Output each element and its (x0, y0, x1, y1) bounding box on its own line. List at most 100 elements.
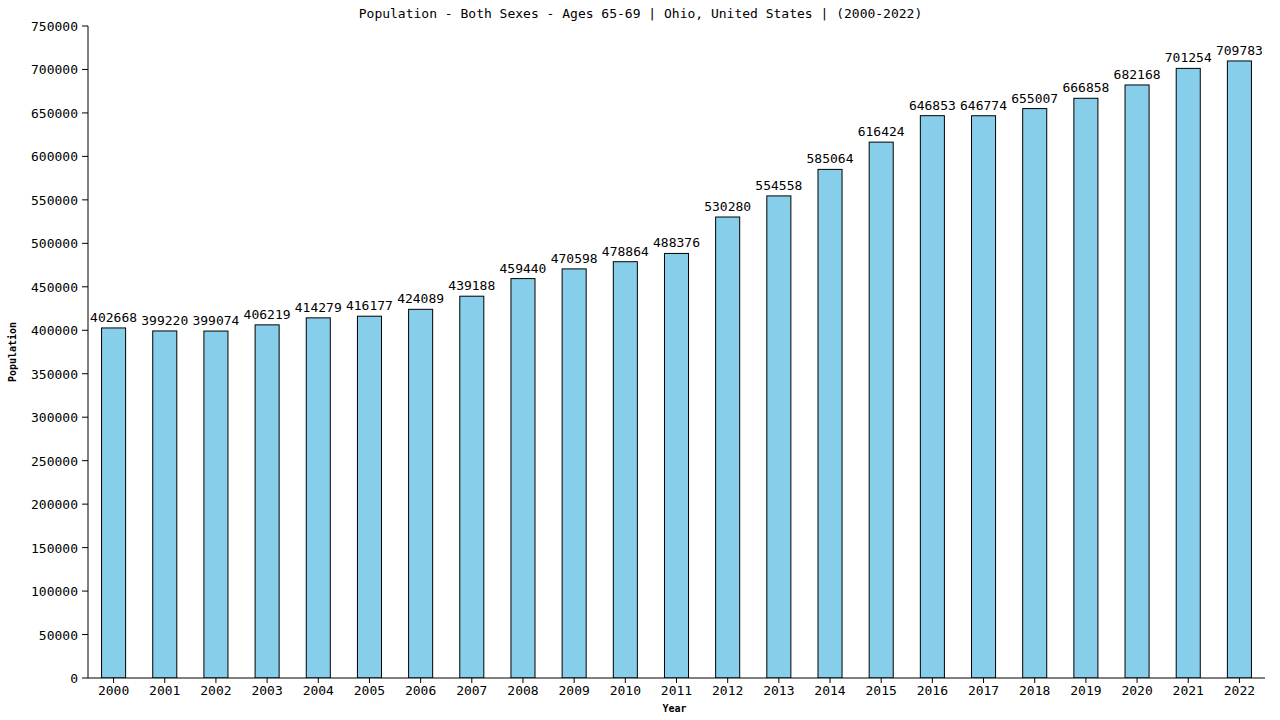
x-tick-label: 2017 (968, 683, 999, 698)
data-label: 416177 (346, 298, 393, 313)
bar (153, 331, 177, 678)
bar (818, 169, 842, 678)
bar (972, 116, 996, 678)
x-tick-label: 2002 (200, 683, 231, 698)
x-tick-label: 2006 (405, 683, 436, 698)
y-tick (82, 504, 88, 505)
y-tick-label: 250000 (31, 454, 78, 469)
y-tick-label: 600000 (31, 149, 78, 164)
y-tick (82, 69, 88, 70)
data-label: 470598 (551, 251, 598, 266)
y-tick (82, 112, 88, 113)
y-axis-label: Population (7, 322, 18, 382)
y-tick (82, 156, 88, 157)
y-tick-label: 350000 (31, 367, 78, 382)
y-tick-label: 650000 (31, 106, 78, 121)
x-tick-label: 2022 (1224, 683, 1255, 698)
y-tick (82, 460, 88, 461)
bar (562, 269, 586, 678)
data-label: 424089 (397, 291, 444, 306)
bar (204, 331, 228, 678)
bar (1023, 109, 1047, 678)
y-tick (82, 330, 88, 331)
y-tick-label: 750000 (31, 19, 78, 34)
y-tick (82, 678, 88, 679)
y-tick (82, 243, 88, 244)
bar (102, 328, 126, 678)
data-label: 655007 (1011, 91, 1058, 106)
data-label: 488376 (653, 235, 700, 250)
chart-title: Population - Both Sexes - Ages 65-69 | O… (359, 6, 923, 21)
y-tick-label: 550000 (31, 193, 78, 208)
bar (357, 316, 381, 678)
y-tick (82, 373, 88, 374)
data-label: 616424 (858, 124, 905, 139)
bar (511, 279, 535, 678)
y-tick (82, 591, 88, 592)
bar (460, 296, 484, 678)
bar (920, 116, 944, 678)
x-tick-label: 2010 (610, 683, 641, 698)
y-tick (82, 26, 88, 27)
x-tick-label: 2001 (149, 683, 180, 698)
y-tick-label: 0 (70, 671, 78, 686)
bar (1227, 61, 1251, 678)
x-tick-label: 2016 (917, 683, 948, 698)
data-label: 414279 (295, 300, 342, 315)
y-tick (82, 199, 88, 200)
data-label: 399074 (192, 313, 239, 328)
x-tick-label: 2009 (558, 683, 589, 698)
data-label: 646853 (909, 98, 956, 113)
data-label: 439188 (448, 278, 495, 293)
data-label: 585064 (807, 151, 854, 166)
y-tick-label: 150000 (31, 541, 78, 556)
y-axis-line (88, 26, 89, 678)
y-tick (82, 634, 88, 635)
x-tick-label: 2014 (814, 683, 845, 698)
x-tick-label: 2000 (98, 683, 129, 698)
chart: Population - Both Sexes - Ages 65-69 | O… (0, 0, 1280, 720)
x-tick-label: 2003 (251, 683, 282, 698)
y-tick (82, 417, 88, 418)
x-tick-label: 2018 (1019, 683, 1050, 698)
x-tick-label: 2012 (712, 683, 743, 698)
x-tick-label: 2007 (456, 683, 487, 698)
y-tick (82, 547, 88, 548)
y-tick-label: 500000 (31, 236, 78, 251)
y-tick-label: 100000 (31, 584, 78, 599)
bar (869, 142, 893, 678)
data-label: 554558 (755, 178, 802, 193)
bar (409, 309, 433, 678)
y-tick-label: 700000 (31, 62, 78, 77)
data-label: 399220 (141, 313, 188, 328)
bar (1176, 68, 1200, 678)
y-tick (82, 286, 88, 287)
data-label: 701254 (1165, 50, 1212, 65)
bar (664, 253, 688, 678)
data-label: 402668 (90, 310, 137, 325)
x-tick-label: 2015 (866, 683, 897, 698)
data-label: 682168 (1114, 67, 1161, 82)
y-tick-label: 50000 (39, 628, 78, 643)
bar (255, 325, 279, 678)
bar (613, 262, 637, 678)
x-axis-label: Year (662, 703, 686, 714)
x-tick-label: 2005 (354, 683, 385, 698)
bar (767, 196, 791, 678)
x-tick-label: 2004 (303, 683, 334, 698)
x-tick-label: 2011 (661, 683, 692, 698)
data-label: 459440 (499, 261, 546, 276)
y-tick-label: 200000 (31, 497, 78, 512)
data-label: 406219 (244, 307, 291, 322)
bar (1125, 85, 1149, 678)
bar (306, 318, 330, 678)
data-label: 530280 (704, 199, 751, 214)
bar (716, 217, 740, 678)
bar (1074, 98, 1098, 678)
data-label: 646774 (960, 98, 1007, 113)
x-tick-label: 2020 (1121, 683, 1152, 698)
data-label: 478864 (602, 244, 649, 259)
x-tick-label: 2019 (1070, 683, 1101, 698)
data-label: 709783 (1216, 43, 1263, 58)
y-tick-label: 450000 (31, 280, 78, 295)
